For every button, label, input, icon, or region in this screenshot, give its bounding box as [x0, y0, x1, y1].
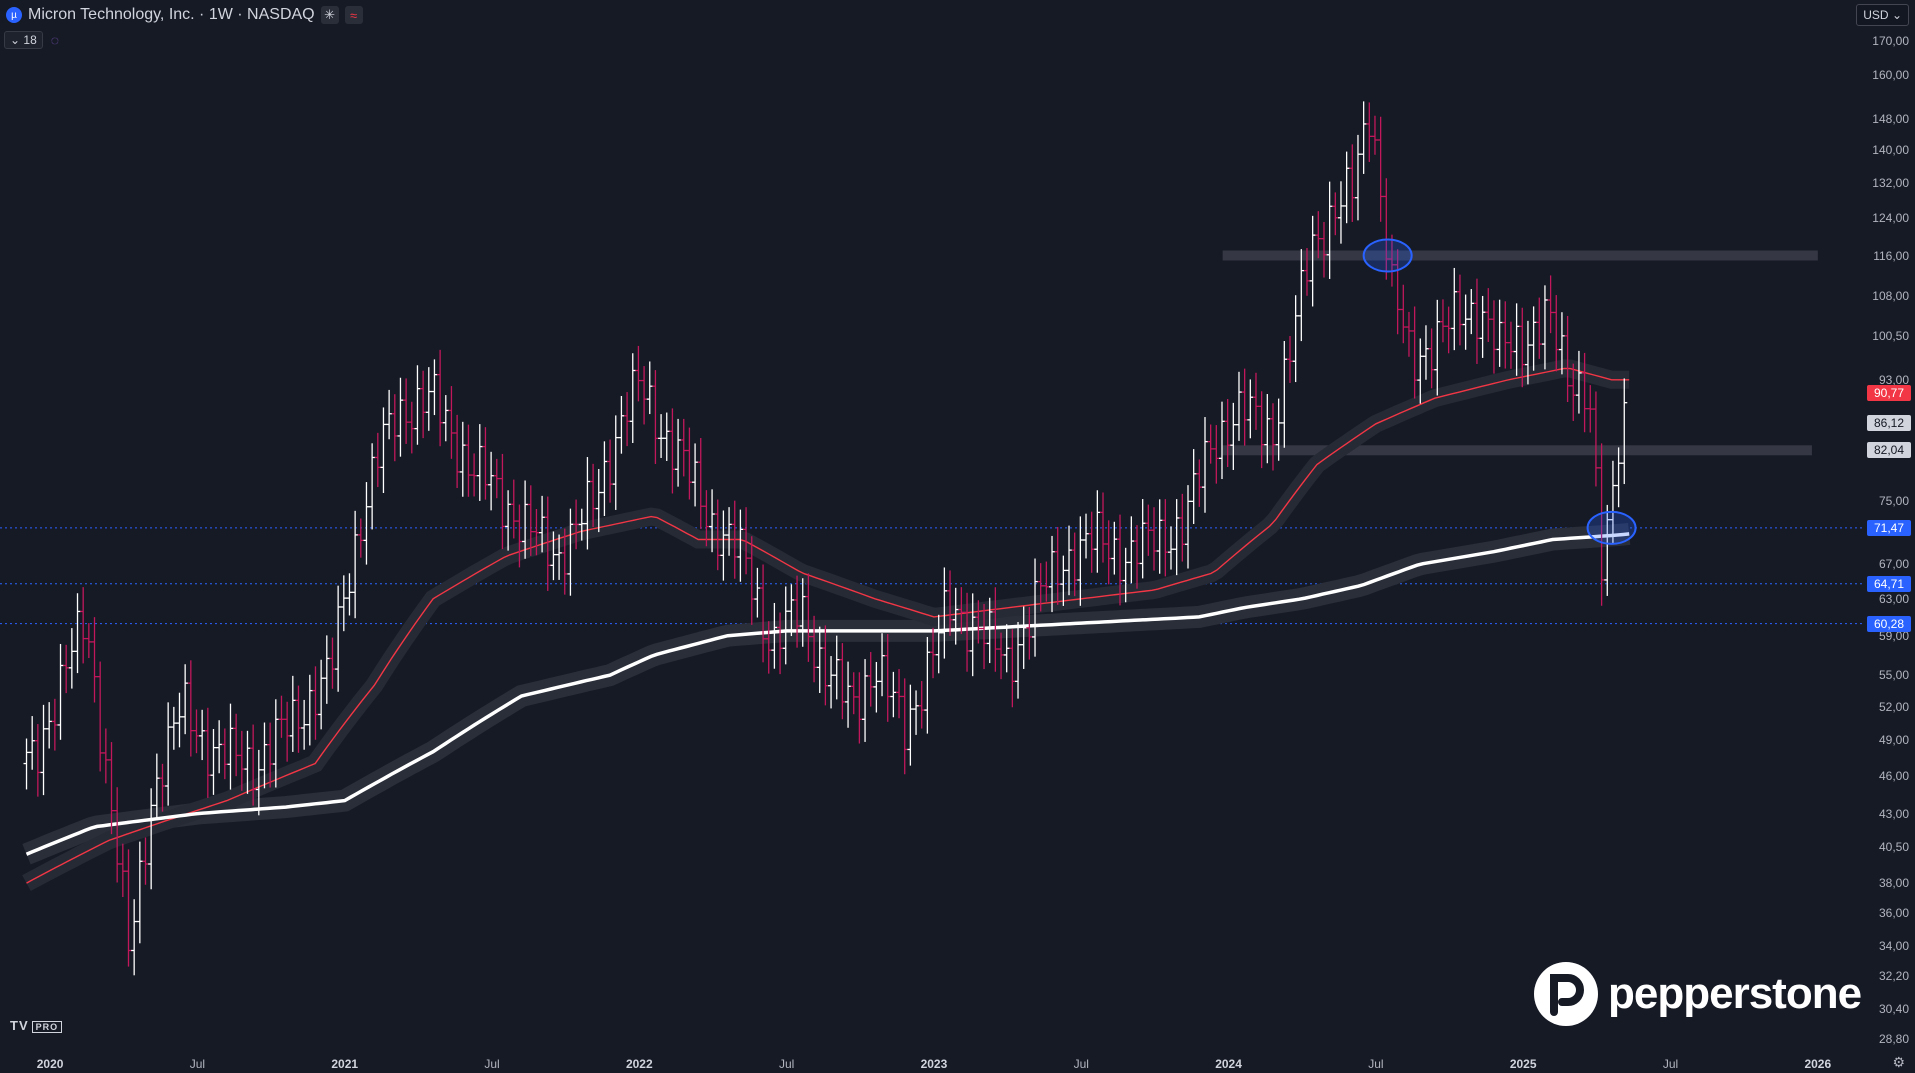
indicator-bar: ⌄ 18 ◌	[4, 31, 59, 49]
price-tick-label: 148,00	[1872, 111, 1909, 126]
ma-line-white	[25, 532, 1630, 856]
price-tick-label: 100,50	[1872, 329, 1909, 344]
highlight-circle	[1362, 238, 1413, 273]
price-tick-label: 38,00	[1878, 876, 1909, 891]
gray-zone	[1222, 250, 1818, 261]
chart-header: µ Micron Technology, Inc. · 1W · NASDAQ …	[6, 4, 363, 26]
currency-selector[interactable]: USD ⌄	[1856, 4, 1909, 26]
time-tick-label: 2026	[1804, 1057, 1832, 1071]
time-tick-label: Jul	[778, 1057, 795, 1071]
price-tick-label: 132,00	[1872, 175, 1909, 190]
chart-title: Micron Technology, Inc. · 1W · NASDAQ	[28, 6, 315, 23]
snowflake-icon[interactable]: ✳	[320, 6, 339, 24]
price-tick-label: 36,00	[1878, 906, 1909, 921]
time-tick-label: Jul	[484, 1057, 500, 1071]
loading-icon: ◌	[50, 32, 60, 48]
time-tick-label: 2025	[1509, 1057, 1537, 1071]
pepperstone-logo: pepperstone	[1534, 962, 1862, 1026]
price-tick-label: 55,00	[1878, 668, 1909, 683]
price-badge: 86,12	[1867, 414, 1911, 431]
time-tick-label: 2020	[36, 1057, 64, 1071]
gray-zone	[1222, 445, 1812, 456]
price-badge: 60,28	[1867, 615, 1911, 632]
price-axis[interactable]: 170,00 160,00 148,00 140,00 132,00 124,00 116,…	[1863, 0, 1915, 1053]
price-tick-label: 59,00	[1878, 628, 1909, 643]
price-tick-label: 124,00	[1872, 211, 1909, 225]
price-tick-label: 160,00	[1872, 67, 1909, 82]
time-axis[interactable]: 2020 Jul 2021 Jul 2022 Jul 2023 Jul 2024 Jul 2025 J…	[0, 1053, 1915, 1073]
pepperstone-mark-icon	[1534, 962, 1598, 1026]
micron-logo-icon: µ	[6, 7, 22, 23]
price-badge: 82,04	[1867, 442, 1911, 459]
price-tick-label: 32,20	[1878, 969, 1909, 984]
time-tick-label: Jul	[1662, 1057, 1679, 1071]
price-tick-label: 52,00	[1878, 699, 1909, 714]
price-tick-label: 116,00	[1873, 248, 1909, 263]
tradingview-logo: TV PRO	[10, 1018, 63, 1033]
price-tick-label: 63,00	[1878, 591, 1909, 606]
time-tick-label: Jul	[1073, 1057, 1089, 1071]
time-tick-label: 2022	[625, 1057, 653, 1071]
ma-line-red	[26, 367, 1630, 884]
price-tick-label: 170,00	[1872, 33, 1909, 48]
time-tick-label: 2021	[331, 1057, 359, 1071]
price-badge: 71,47	[1867, 519, 1911, 536]
price-tick-label: 40,50	[1878, 840, 1909, 855]
currency-label: USD	[1863, 8, 1889, 22]
price-tick-label: 93,00	[1878, 372, 1909, 387]
price-tick-label: 75,00	[1878, 493, 1909, 508]
price-tick-label: 108,00	[1872, 288, 1909, 303]
time-tick-label: Jul	[1368, 1057, 1384, 1071]
time-tick-label: 2023	[920, 1057, 948, 1071]
price-tick-label: 49,00	[1878, 733, 1909, 748]
price-badge: 64,71	[1867, 575, 1911, 592]
price-tick-label: 30,40	[1878, 1001, 1909, 1016]
price-badge: 90,77	[1867, 385, 1911, 402]
pepperstone-wordmark: pepperstone	[1608, 969, 1862, 1018]
highlight-circle	[1586, 510, 1637, 545]
price-tick-label: 34,00	[1878, 938, 1909, 953]
time-tick-label: Jul	[189, 1057, 206, 1071]
price-tick-label: 46,00	[1878, 768, 1909, 783]
price-tick-label: 28,80	[1878, 1031, 1909, 1046]
price-tick-label: 67,00	[1878, 557, 1909, 572]
indicators-toggle[interactable]: ⌄ 18	[4, 31, 43, 49]
price-tick-label: 140,00	[1872, 142, 1909, 157]
compare-icon[interactable]: ≈	[344, 6, 363, 24]
settings-icon[interactable]: ⚙	[1892, 1054, 1905, 1070]
indicator-count: 18	[23, 33, 37, 47]
time-tick-label: 2024	[1215, 1057, 1242, 1071]
price-tick-label: 43,00	[1878, 806, 1909, 821]
